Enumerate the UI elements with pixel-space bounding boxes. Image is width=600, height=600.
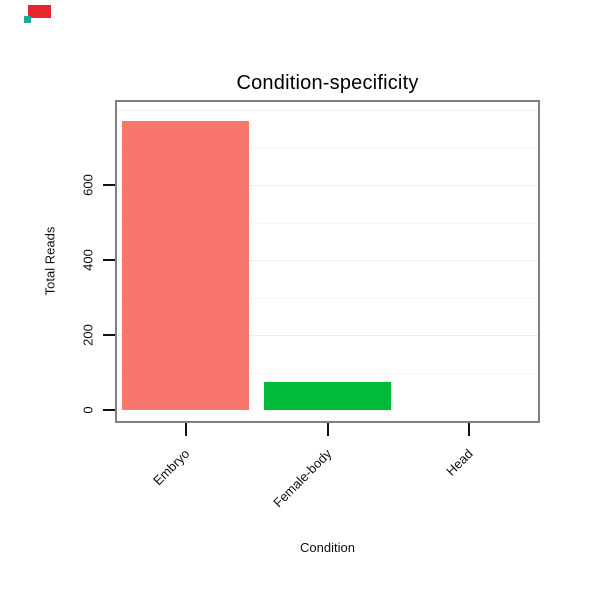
gridline-700 bbox=[117, 147, 538, 149]
y-tick-mark-600 bbox=[103, 184, 115, 186]
y-tick-label-400: 400 bbox=[80, 249, 96, 271]
x-tick-mark-3 bbox=[468, 423, 471, 436]
x-tick-label-embryo: Embryo bbox=[150, 446, 193, 489]
x-axis-title: Condition bbox=[300, 540, 355, 555]
gridline-300 bbox=[117, 297, 538, 299]
y-tick-label-0: 0 bbox=[80, 406, 96, 414]
gridline-100 bbox=[117, 372, 538, 374]
artifact-red-box bbox=[28, 5, 51, 18]
gridline-400 bbox=[117, 260, 538, 261]
y-axis-title-text: Total Reads bbox=[42, 226, 58, 296]
x-tick-mark-2 bbox=[326, 423, 329, 436]
gridline-800 bbox=[117, 110, 538, 111]
gridline-200 bbox=[117, 335, 538, 336]
y-tick-mark-200 bbox=[103, 334, 115, 336]
y-tick-mark-0 bbox=[103, 409, 115, 411]
artifact-teal-box bbox=[24, 16, 31, 23]
corner-artifact bbox=[24, 5, 54, 25]
y-tick-mark-400 bbox=[103, 259, 115, 261]
plot-area bbox=[115, 100, 540, 423]
gridline-600 bbox=[117, 185, 538, 186]
x-tick-label-female-body: Female-body bbox=[269, 446, 335, 511]
y-tick-label-600: 600 bbox=[80, 174, 96, 196]
chart-title: Condition-specificity bbox=[236, 72, 419, 94]
bar-female-body bbox=[264, 381, 391, 410]
gridline-500 bbox=[117, 222, 538, 224]
y-tick-label-200: 200 bbox=[80, 324, 96, 346]
x-tick-label-head: Head bbox=[443, 446, 476, 479]
bar-embryo bbox=[122, 121, 250, 410]
x-tick-mark-1 bbox=[184, 423, 187, 436]
